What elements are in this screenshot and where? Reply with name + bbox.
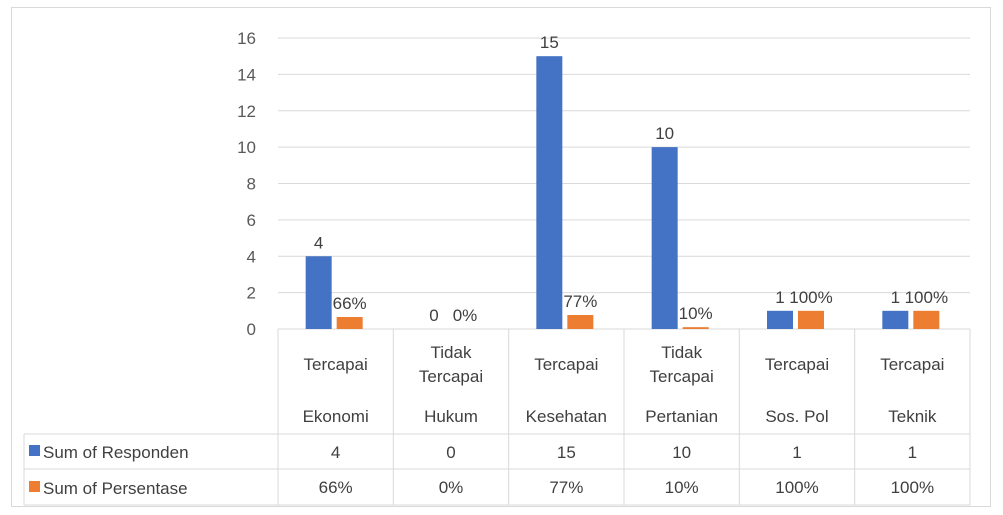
data-label-persentase: 77%	[563, 292, 597, 311]
data-label-persentase: 66%	[333, 294, 367, 313]
legend-key-persentase	[29, 481, 40, 492]
table-cell-responden: 1	[792, 443, 801, 462]
y-tick-label: 10	[237, 138, 256, 157]
bar-responden	[767, 310, 793, 329]
y-tick-label: 4	[247, 247, 256, 266]
bar-persentase	[567, 314, 594, 329]
table-cell-responden: 1	[908, 443, 917, 462]
y-tick-label: 8	[247, 175, 256, 194]
bar-persentase	[682, 327, 709, 329]
data-label-responden: 1	[775, 288, 784, 307]
table-cell-responden: 0	[446, 443, 455, 462]
data-label-persentase: 10%	[679, 304, 713, 323]
data-label-responden: 1	[891, 288, 900, 307]
table-cell-persentase: 0%	[439, 478, 464, 497]
category-label: Tercapai	[765, 355, 829, 374]
table-cell-responden: 4	[331, 443, 340, 462]
data-label-persentase: 100%	[905, 288, 948, 307]
category-group-label: Kesehatan	[526, 407, 607, 426]
category-group-label: Sos. Pol	[765, 407, 828, 426]
bar-responden	[882, 310, 909, 329]
data-label-persentase: 0%	[453, 306, 478, 325]
table-cell-persentase: 66%	[319, 478, 353, 497]
legend-key-responden	[29, 445, 40, 456]
category-label: Tidak	[661, 343, 702, 362]
category-label: Tercapai	[650, 367, 714, 386]
table-cell-persentase: 100%	[775, 478, 818, 497]
bar-responden	[651, 147, 678, 329]
bar-responden	[536, 56, 563, 329]
table-cell-responden: 10	[672, 443, 691, 462]
data-label-responden: 15	[540, 33, 559, 52]
legend-label-persentase: Sum of Persentase	[43, 479, 188, 498]
table-cell-responden: 15	[557, 443, 576, 462]
bar-persentase	[913, 310, 940, 329]
data-label-persentase: 100%	[789, 288, 832, 307]
category-label: Tercapai	[419, 367, 483, 386]
chart-frame	[11, 7, 991, 507]
table-cell-persentase: 100%	[891, 478, 934, 497]
y-tick-label: 16	[237, 29, 256, 48]
data-label-responden: 10	[655, 124, 674, 143]
y-tick-label: 2	[247, 284, 256, 303]
y-tick-label: 14	[237, 65, 256, 84]
category-group-label: Hukum	[424, 407, 478, 426]
category-group-label: Teknik	[888, 407, 937, 426]
bar-persentase	[798, 310, 824, 329]
data-label-responden: 4	[314, 233, 323, 252]
y-tick-label: 0	[247, 320, 256, 339]
category-group-label: Pertanian	[645, 407, 718, 426]
table-cell-persentase: 10%	[665, 478, 699, 497]
bar-persentase	[336, 316, 363, 329]
y-tick-label: 12	[237, 102, 256, 121]
category-label: Tercapai	[880, 355, 944, 374]
category-label: Tercapai	[534, 355, 598, 374]
category-group-label: Ekonomi	[303, 407, 369, 426]
table-cell-persentase: 77%	[549, 478, 583, 497]
data-label-responden: 0	[429, 306, 438, 325]
category-label: Tidak	[431, 343, 472, 362]
category-label: Tercapai	[304, 355, 368, 374]
legend-label-responden: Sum of Responden	[43, 443, 189, 462]
y-tick-label: 6	[247, 211, 256, 230]
bar-responden	[305, 256, 332, 329]
